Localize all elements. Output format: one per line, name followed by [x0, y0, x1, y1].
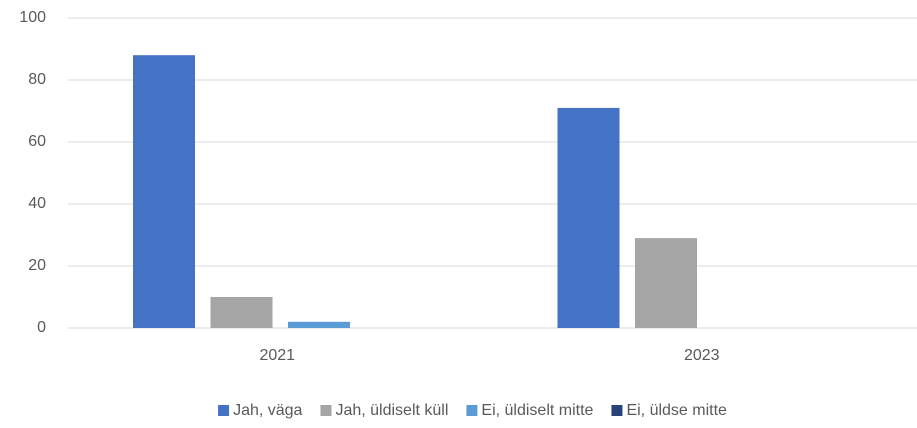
legend-label: Ei, üldiselt mitte [481, 402, 593, 419]
y-tick-label: 100 [19, 9, 46, 26]
y-tick-label: 80 [28, 71, 46, 88]
y-tick-label: 40 [28, 195, 46, 212]
bar [133, 55, 195, 328]
bar [210, 297, 273, 328]
y-tick-label: 60 [28, 133, 46, 150]
legend-swatch [466, 405, 478, 416]
legend-label: Ei, üldse mitte [626, 402, 727, 419]
legend-swatch [218, 405, 230, 416]
bar [635, 238, 697, 328]
x-tick-label: 2023 [684, 347, 720, 364]
bar [288, 321, 350, 328]
legend-swatch [320, 405, 332, 416]
legend-label: Jah, üldiselt küll [335, 402, 448, 419]
y-tick-label: 20 [28, 257, 46, 274]
x-tick-label: 2021 [259, 347, 295, 364]
y-tick-label: 0 [37, 319, 46, 336]
legend-label: Jah, väga [233, 402, 302, 419]
bar [557, 107, 620, 329]
legend-swatch [611, 405, 623, 416]
